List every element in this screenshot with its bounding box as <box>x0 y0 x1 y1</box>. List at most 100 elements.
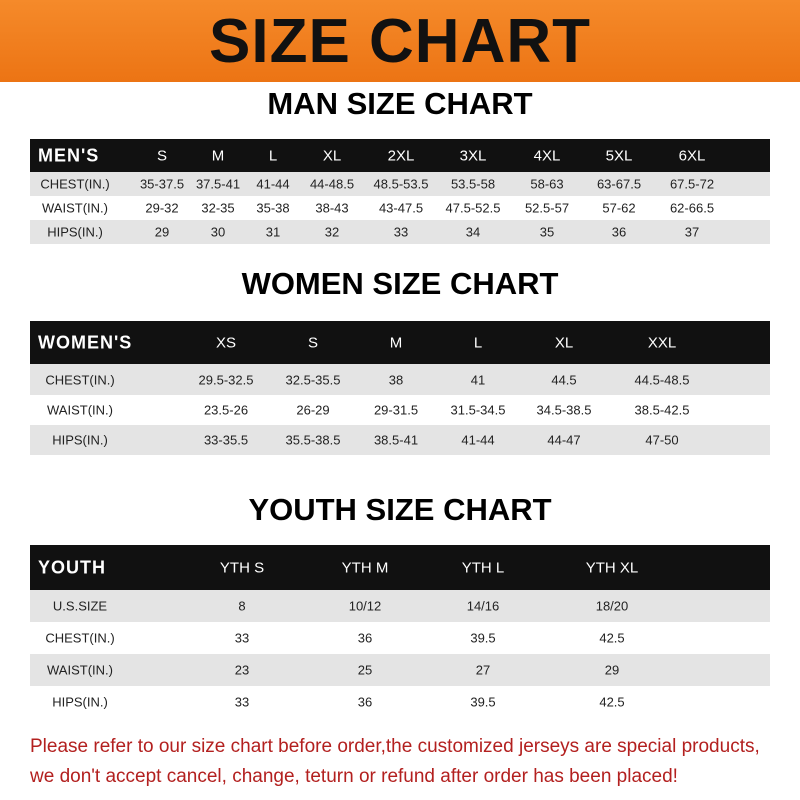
measurement-cell: 52.5-57 <box>524 200 570 216</box>
measurement-cell: 57-62 <box>602 200 636 216</box>
measurement-cell: 62-66.5 <box>669 200 715 216</box>
measurement-cell: 47-50 <box>645 432 679 448</box>
table-row: HIPS(IN.) 33 36 39.5 42.5 <box>30 686 770 718</box>
page-title: SIZE CHART <box>209 7 591 76</box>
measurement-cell: 23 <box>234 662 250 678</box>
measurement-cell: 29-31.5 <box>373 402 419 418</box>
size-header: 6XL <box>678 147 706 164</box>
table-row: U.S.SIZE 8 10/12 14/16 18/20 <box>30 590 770 622</box>
measurement-cell: 35.5-38.5 <box>285 432 341 448</box>
measurement-cell: 42.5 <box>599 694 625 710</box>
measurement-cell: 32 <box>324 224 340 240</box>
table-row: CHEST(IN.) 29.5-32.5 32.5-35.5 38 41 44.5 44.5… <box>30 364 770 395</box>
row-label: CHEST(IN.) <box>45 630 115 646</box>
measurement-cell: 25 <box>357 662 373 678</box>
measurement-cell: 29-32 <box>145 200 179 216</box>
size-header: YTH S <box>219 559 265 576</box>
measurement-cell: 38.5-42.5 <box>634 402 690 418</box>
men-section-title: MAN SIZE CHART <box>267 86 533 121</box>
row-label: WAIST(IN.) <box>47 402 113 418</box>
row-label: CHEST(IN.) <box>45 372 115 387</box>
measurement-cell: 35-37.5 <box>139 176 185 192</box>
measurement-cell: 43-47.5 <box>378 200 424 216</box>
size-header: S <box>156 147 168 164</box>
size-header: 4XL <box>533 147 561 164</box>
measurement-cell: 29.5-32.5 <box>198 372 254 387</box>
measurement-cell: 32-35 <box>201 200 235 216</box>
measurement-cell: 35-38 <box>256 200 290 216</box>
measurement-cell: 31 <box>265 224 281 240</box>
measurement-cell: 44.5-48.5 <box>634 372 690 387</box>
measurement-cell: 41 <box>470 372 486 387</box>
row-label: CHEST(IN.) <box>40 176 110 192</box>
measurement-cell: 36 <box>357 630 373 646</box>
measurement-cell: 38-43 <box>315 200 349 216</box>
measurement-cell: 34 <box>465 224 481 240</box>
measurement-cell: 58-63 <box>530 176 564 192</box>
size-header: 2XL <box>387 147 415 164</box>
measurement-cell: 8 <box>238 598 246 614</box>
measurement-cell: 39.5 <box>470 694 496 710</box>
row-label: WAIST(IN.) <box>42 200 108 216</box>
women-table-label: WOMEN'S <box>38 332 133 352</box>
measurement-cell: 33 <box>234 694 250 710</box>
measurement-cell: 36 <box>357 694 373 710</box>
size-header: 3XL <box>459 147 487 164</box>
measurement-cell: 44-48.5 <box>309 176 355 192</box>
men-header-row: MEN'S S M L XL 2XL 3XL 4XL 5XL 6XL <box>30 139 770 172</box>
measurement-cell: 53.5-58 <box>450 176 496 192</box>
table-row: CHEST(IN.) 35-37.5 37.5-41 41-44 44-48.5 48.5… <box>30 172 770 196</box>
title-banner: SIZE CHART <box>0 0 800 82</box>
row-label: HIPS(IN.) <box>52 432 108 448</box>
measurement-cell: 32.5-35.5 <box>285 372 341 387</box>
measurement-cell: 67.5-72 <box>669 176 715 192</box>
measurement-cell: 41-44 <box>461 432 495 448</box>
measurement-cell: 29 <box>604 662 620 678</box>
table-row: HIPS(IN.) 33-35.5 35.5-38.5 38.5-41 41-44 44-… <box>30 425 770 455</box>
row-label: HIPS(IN.) <box>52 694 108 710</box>
measurement-cell: 36 <box>611 224 627 240</box>
measurement-cell: 26-29 <box>296 402 330 418</box>
size-header: XL <box>554 334 574 351</box>
size-header: S <box>307 334 319 351</box>
size-header: M <box>389 334 403 351</box>
size-header: YTH XL <box>585 559 639 576</box>
women-section-title: WOMEN SIZE CHART <box>241 266 559 301</box>
youth-header-row: YOUTH YTH S YTH M YTH L YTH XL <box>30 545 770 590</box>
measurement-cell: 42.5 <box>599 630 625 646</box>
measurement-cell: 35 <box>539 224 555 240</box>
row-label: U.S.SIZE <box>52 598 108 614</box>
size-header: L <box>268 147 278 164</box>
size-header: 5XL <box>605 147 633 164</box>
size-header: YTH L <box>461 559 505 576</box>
women-header-row: WOMEN'S XS S M L XL XXL <box>30 321 770 364</box>
table-row: HIPS(IN.) 29 30 31 32 33 34 35 36 37 <box>30 220 770 244</box>
measurement-cell: 18/20 <box>595 598 629 614</box>
measurement-cell: 10/12 <box>348 598 382 614</box>
row-label: HIPS(IN.) <box>47 224 103 240</box>
notice-line-2: we don't accept cancel, change, teturn o… <box>30 766 678 787</box>
measurement-cell: 48.5-53.5 <box>373 176 429 192</box>
row-label: WAIST(IN.) <box>47 662 113 678</box>
size-header: XL <box>322 147 342 164</box>
measurement-cell: 14/16 <box>466 598 500 614</box>
measurement-cell: 44-47 <box>547 432 581 448</box>
measurement-cell: 33 <box>393 224 409 240</box>
size-header: L <box>473 334 483 351</box>
size-header: YTH M <box>341 559 389 576</box>
measurement-cell: 27 <box>475 662 491 678</box>
measurement-cell: 33 <box>234 630 250 646</box>
measurement-cell: 33-35.5 <box>203 432 249 448</box>
notice-line-1: Please refer to our size chart before or… <box>30 736 760 757</box>
youth-section-title: YOUTH SIZE CHART <box>248 492 552 527</box>
measurement-cell: 23.5-26 <box>203 402 249 418</box>
measurement-cell: 38.5-41 <box>373 432 419 448</box>
measurement-cell: 29 <box>154 224 170 240</box>
table-row: WAIST(IN.) 29-32 32-35 35-38 38-43 43-47.5 47.… <box>30 196 770 220</box>
youth-table-label: YOUTH <box>38 557 106 577</box>
measurement-cell: 31.5-34.5 <box>450 402 506 418</box>
measurement-cell: 39.5 <box>470 630 496 646</box>
measurement-cell: 47.5-52.5 <box>445 200 501 216</box>
measurement-cell: 41-44 <box>256 176 290 192</box>
measurement-cell: 38 <box>388 372 404 387</box>
